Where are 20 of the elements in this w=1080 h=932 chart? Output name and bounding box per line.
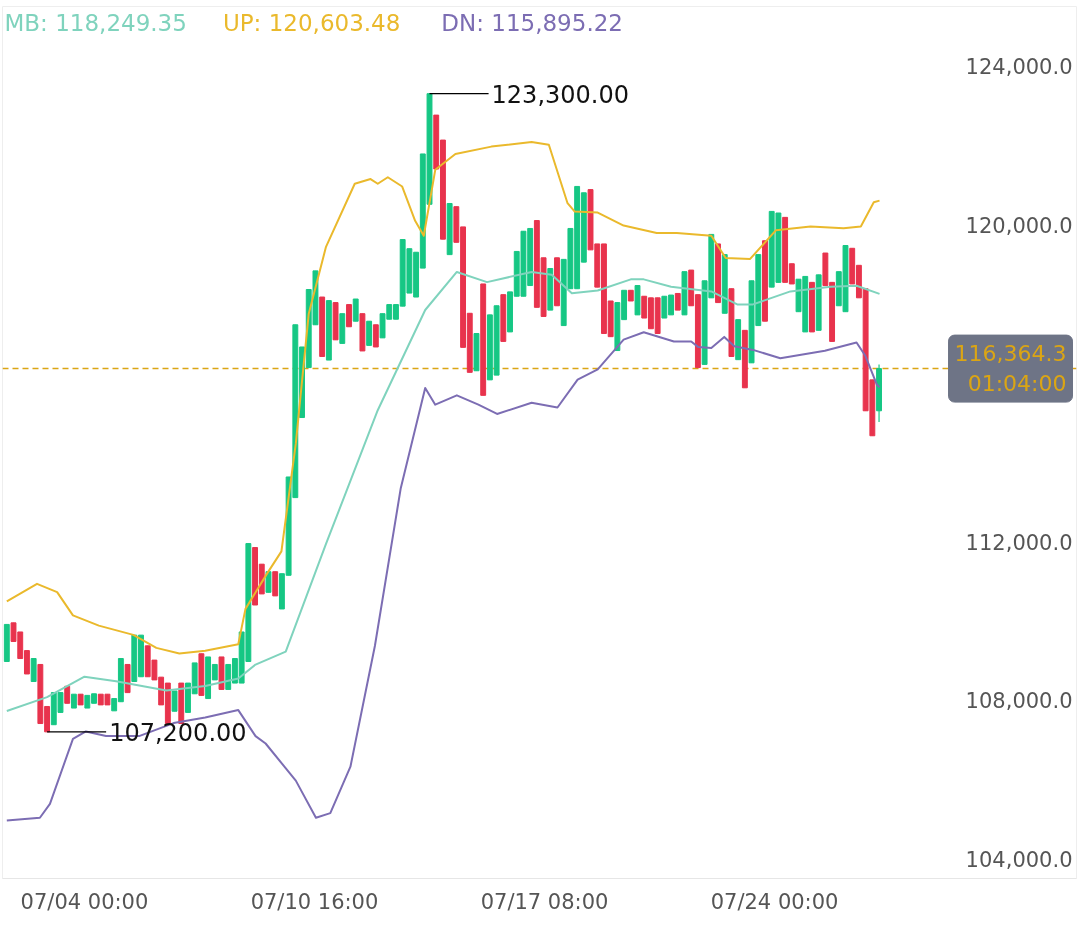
x-tick-label: 07/04 00:00 [20,889,149,914]
x-tick-label: 07/24 00:00 [710,889,839,914]
candlestick [346,303,352,328]
y-tick-label: 124,000.0 [965,54,1073,79]
x-tick-label: 07/10 16:00 [250,889,379,914]
text: UP: 120,603.48 [222,9,401,36]
text: DN: 115,895.22 [441,9,623,36]
annotation: 107,200.00 [109,718,247,747]
candlestick [352,298,359,322]
y-tick-label: 120,000.0 [965,213,1073,238]
annotation: 123,300.00 [491,80,629,109]
x-tick-label: 07/17 08:00 [480,889,609,914]
candlestick [372,324,379,348]
text: MB: 118,249.35 [4,9,187,36]
y-tick-label: 108,000.0 [965,689,1073,714]
candlestick [171,690,178,712]
y-tick-label: 112,000.0 [965,530,1073,555]
candlestick [30,658,37,683]
y-tick-label: 104,000.0 [965,847,1073,872]
ref-line-label: 116,364.3 01:04:00 [954,341,1067,397]
